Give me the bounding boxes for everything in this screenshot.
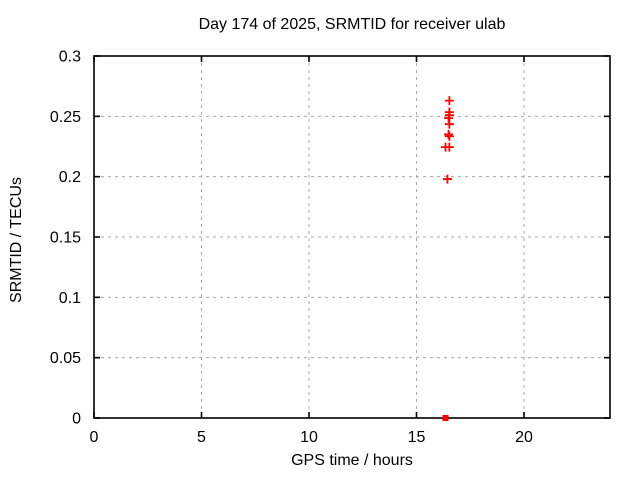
y-tick-label: 0.1 <box>59 290 81 307</box>
data-point-plus <box>444 131 454 141</box>
x-tick-label: 20 <box>515 429 533 446</box>
data-point-square <box>442 415 449 421</box>
y-tick-label: 0.15 <box>50 230 81 247</box>
data-point-plus <box>442 174 452 184</box>
data-point-plus <box>444 142 454 152</box>
y-tick-label: 0 <box>72 411 81 428</box>
y-tick-label: 0.05 <box>50 350 81 367</box>
x-tick-label: 0 <box>90 429 99 446</box>
data-point-plus <box>444 119 454 129</box>
x-axis-label: GPS time / hours <box>291 452 413 469</box>
data-point-plus <box>444 96 454 106</box>
y-tick-label: 0.25 <box>50 109 81 126</box>
x-tick-label: 10 <box>300 429 318 446</box>
x-tick-label: 15 <box>408 429 426 446</box>
chart-title: Day 174 of 2025, SRMTID for receiver ula… <box>198 16 506 33</box>
x-tick-label: 5 <box>197 429 206 446</box>
y-tick-label: 0.2 <box>59 169 81 186</box>
y-tick-label: 0.3 <box>59 49 81 66</box>
